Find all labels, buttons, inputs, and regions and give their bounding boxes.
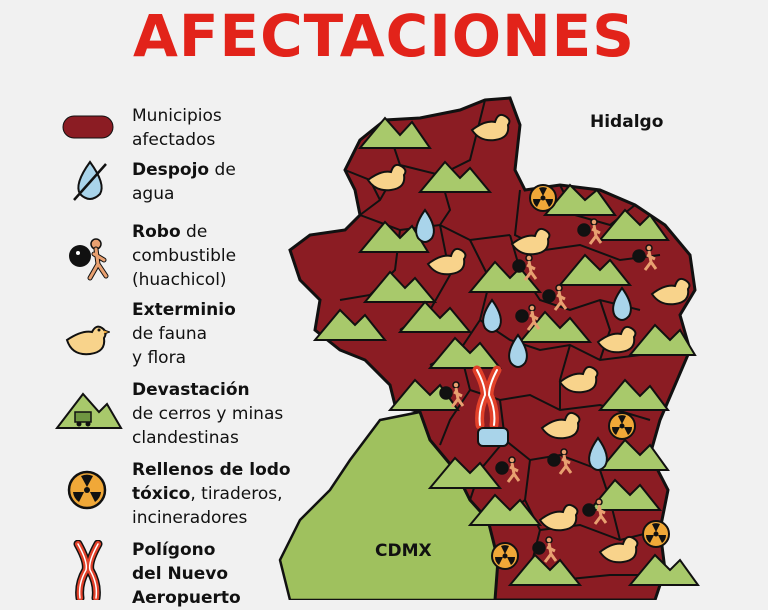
legend-item-cerros: Devastación de cerros y minas clandestin…	[132, 378, 283, 450]
legend-item-agua: Despojo de agua	[132, 158, 236, 206]
legend-fauna-line3: y flora	[132, 348, 186, 368]
legend-item-lodo: Rellenos de lodo tóxico, tiraderos, inci…	[132, 458, 291, 530]
legend-combustible-rest: de	[180, 222, 208, 242]
duck-icon	[65, 325, 110, 356]
mountain-mine-icon	[55, 392, 123, 429]
legend-aeropuerto-line3: Aeropuerto	[132, 588, 241, 608]
region-label-hidalgo: Hidalgo	[590, 112, 664, 132]
legend-cerros-line2: de cerros y minas	[132, 404, 284, 424]
legend-item-municipios: Municipios afectados	[132, 104, 222, 152]
legend-combustible-bold: Robo	[132, 222, 181, 242]
legend-municipios-line2: afectados	[132, 130, 216, 150]
legend-combustible-line3: (huachicol)	[132, 270, 227, 290]
legend-agua-line2: agua	[132, 184, 175, 204]
legend-lodo-bold2: tóxico	[132, 484, 191, 504]
legend-fauna-bold: Exterminio	[132, 300, 236, 320]
legend-cerros-bold: Devastación	[132, 380, 250, 400]
water-drop-icon	[73, 160, 107, 201]
legend-aeropuerto-bold: Polígono	[132, 540, 216, 560]
map-ducks	[366, 113, 691, 564]
legend-fauna-line2: de fauna	[132, 324, 208, 344]
legend-cerros-line3: clandestinas	[132, 428, 239, 448]
page-title: AFECTACIONES	[132, 2, 636, 70]
fuel-thief-icon	[69, 238, 109, 281]
municipio-swatch-icon	[62, 115, 114, 139]
airport-polygon-icon	[73, 540, 103, 600]
map-mountains	[312, 116, 700, 586]
legend-agua-bold: Despojo	[132, 160, 210, 180]
legend-agua-rest: de	[209, 160, 236, 180]
map-thieves	[439, 218, 658, 563]
legend: Municipios afectados Despojo de agua Rob…	[0, 0, 300, 608]
radioactive-icon	[67, 470, 107, 510]
region-label-cdmx: CDMX	[375, 541, 432, 561]
legend-lodo-rest2: , tiraderos,	[190, 484, 283, 504]
legend-item-combustible: Robo de combustible (huachicol)	[132, 220, 236, 292]
legend-lodo-line3: incineradores	[132, 508, 248, 528]
legend-item-aeropuerto: Polígono del Nuevo Aeropuerto	[132, 538, 241, 610]
legend-item-fauna: Exterminio de fauna y flora	[132, 298, 236, 370]
map-airport	[472, 365, 509, 447]
map-hazards	[491, 184, 670, 570]
legend-municipios-line1: Municipios	[132, 106, 222, 126]
legend-combustible-line2: combustible	[132, 246, 237, 266]
map-water	[415, 208, 632, 471]
legend-aeropuerto-line2: del Nuevo	[132, 564, 229, 584]
legend-lodo-bold: Rellenos de lodo	[132, 460, 291, 480]
